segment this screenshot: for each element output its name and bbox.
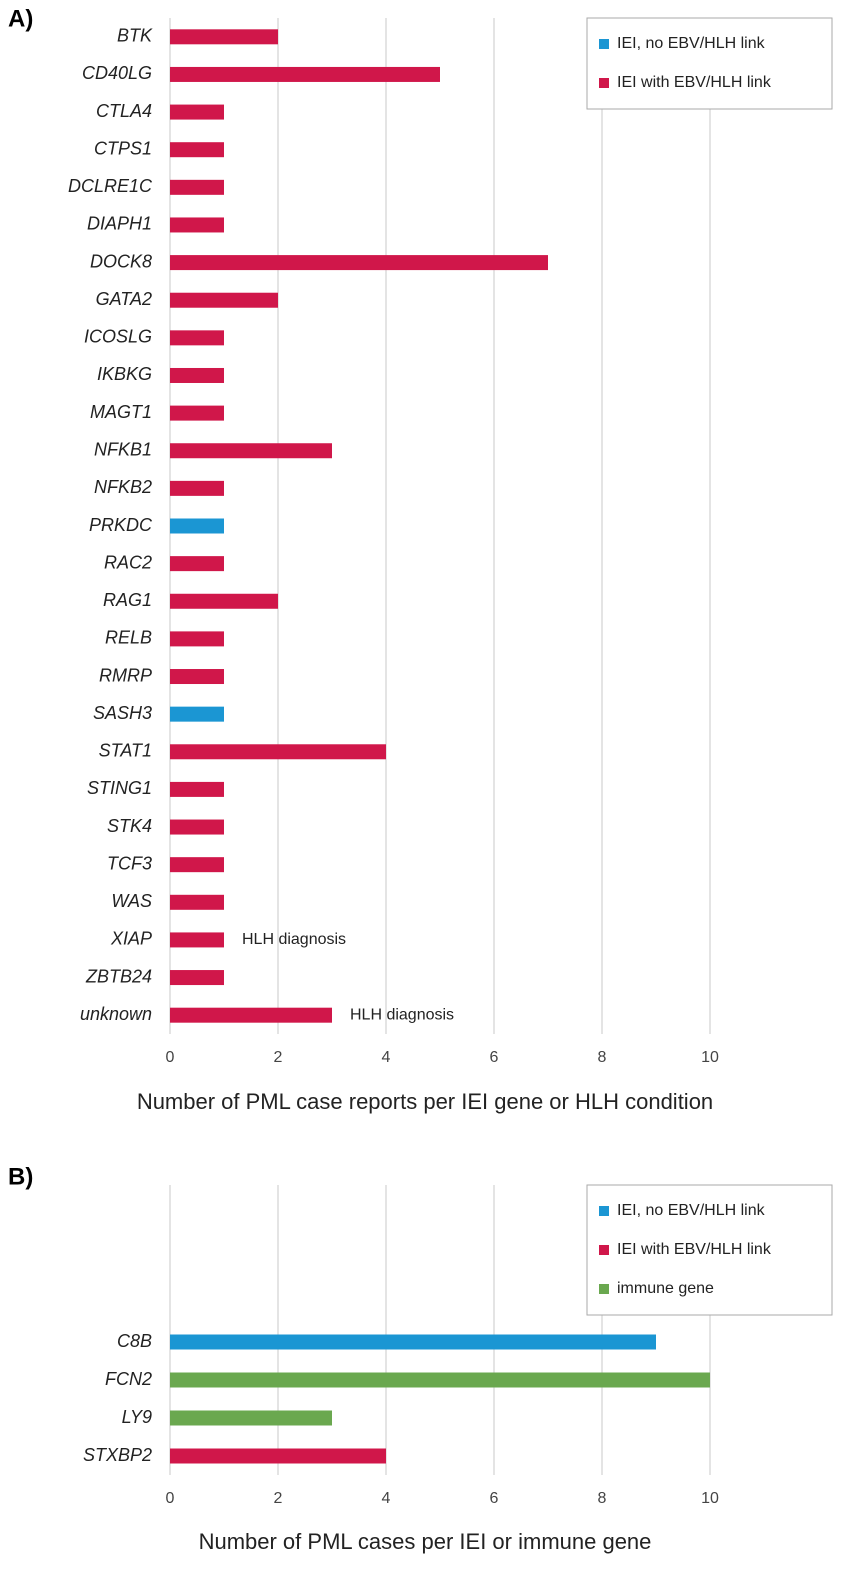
bar [170, 1334, 656, 1350]
annotation: HLH diagnosis [350, 1006, 454, 1023]
bar [170, 66, 440, 82]
bar [170, 330, 224, 346]
panel-label: B) [8, 1163, 33, 1190]
y-tick-label: CD40LG [82, 63, 152, 83]
bar [170, 556, 224, 572]
bar [170, 367, 224, 383]
y-tick-label: NFKB2 [94, 477, 152, 497]
y-tick-label: LY9 [122, 1407, 152, 1427]
legend-label: IEI with EBV/HLH link [617, 1241, 772, 1258]
legend-swatch [599, 78, 609, 88]
y-tick-label: STAT1 [99, 741, 152, 761]
bar [170, 255, 548, 271]
x-tick-label: 6 [490, 1490, 499, 1507]
legend-swatch [599, 39, 609, 49]
bar [170, 104, 224, 120]
x-tick-label: 2 [274, 1049, 283, 1066]
y-tick-label: PRKDC [89, 515, 153, 535]
x-tick-label: 4 [382, 1049, 391, 1066]
y-tick-label: CTLA4 [96, 101, 152, 121]
panel-label: A) [8, 5, 33, 32]
y-tick-label: GATA2 [96, 289, 152, 309]
y-tick-label: STING1 [87, 778, 152, 798]
y-tick-label: STXBP2 [83, 1445, 152, 1465]
bar [170, 518, 224, 534]
legend-box [586, 1184, 833, 1316]
bar [170, 970, 224, 986]
bar [170, 179, 224, 195]
y-tick-label: TCF3 [107, 853, 152, 873]
legend-label: IEI with EBV/HLH link [617, 74, 772, 91]
y-tick-label: DIAPH1 [87, 214, 152, 234]
bar [170, 1007, 332, 1023]
x-tick-label: 8 [598, 1049, 607, 1066]
y-tick-label: MAGT1 [90, 402, 152, 422]
legend-swatch [599, 1245, 609, 1255]
bar [170, 1448, 386, 1464]
y-tick-label: RAG1 [103, 590, 152, 610]
x-tick-label: 8 [598, 1490, 607, 1507]
x-tick-label: 0 [166, 1490, 175, 1507]
bar [170, 781, 224, 797]
y-tick-label: FCN2 [105, 1369, 152, 1389]
y-tick-label: SASH3 [93, 703, 152, 723]
bar [170, 29, 278, 45]
bar [170, 857, 224, 873]
legend-swatch [599, 1206, 609, 1216]
y-tick-label: XIAP [110, 929, 152, 949]
x-tick-label: 10 [701, 1490, 719, 1507]
y-tick-label: ICOSLG [84, 327, 152, 347]
x-tick-label: 4 [382, 1490, 391, 1507]
y-tick-label: RELB [105, 628, 152, 648]
bar [170, 443, 332, 459]
legend-label: IEI, no EBV/HLH link [617, 35, 766, 52]
y-tick-label: BTK [117, 26, 153, 46]
y-tick-label: DCLRE1C [68, 176, 153, 196]
y-tick-label: NFKB1 [94, 439, 152, 459]
bar [170, 405, 224, 421]
y-tick-label: DOCK8 [90, 251, 152, 271]
y-tick-label: RMRP [99, 665, 152, 685]
bar [170, 292, 278, 308]
legend-label: immune gene [617, 1280, 714, 1297]
bar [170, 1410, 332, 1426]
bar [170, 894, 224, 910]
y-tick-label: C8B [117, 1331, 152, 1351]
legend-label: IEI, no EBV/HLH link [617, 1202, 766, 1219]
x-axis-title: Number of PML cases per IEI or immune ge… [199, 1529, 652, 1554]
legend-box [586, 17, 833, 110]
bar [170, 631, 224, 647]
bar [170, 593, 278, 609]
legend-swatch [599, 1284, 609, 1294]
bar [170, 932, 224, 948]
y-tick-label: STK4 [107, 816, 152, 836]
y-tick-label: RAC2 [104, 552, 152, 572]
bar [170, 669, 224, 685]
x-tick-label: 0 [166, 1049, 175, 1066]
annotation: HLH diagnosis [242, 931, 346, 948]
bar [170, 217, 224, 233]
x-axis-title: Number of PML case reports per IEI gene … [137, 1089, 713, 1114]
y-tick-label: ZBTB24 [85, 966, 152, 986]
bar [170, 706, 224, 722]
y-tick-label: unknown [80, 1004, 152, 1024]
bar [170, 480, 224, 496]
bar [170, 819, 224, 835]
x-tick-label: 2 [274, 1490, 283, 1507]
y-tick-label: CTPS1 [94, 138, 152, 158]
bar [170, 1372, 710, 1388]
bar [170, 744, 386, 760]
bar [170, 142, 224, 158]
x-tick-label: 10 [701, 1049, 719, 1066]
y-tick-label: IKBKG [97, 364, 152, 384]
y-tick-label: WAS [111, 891, 152, 911]
x-tick-label: 6 [490, 1049, 499, 1066]
